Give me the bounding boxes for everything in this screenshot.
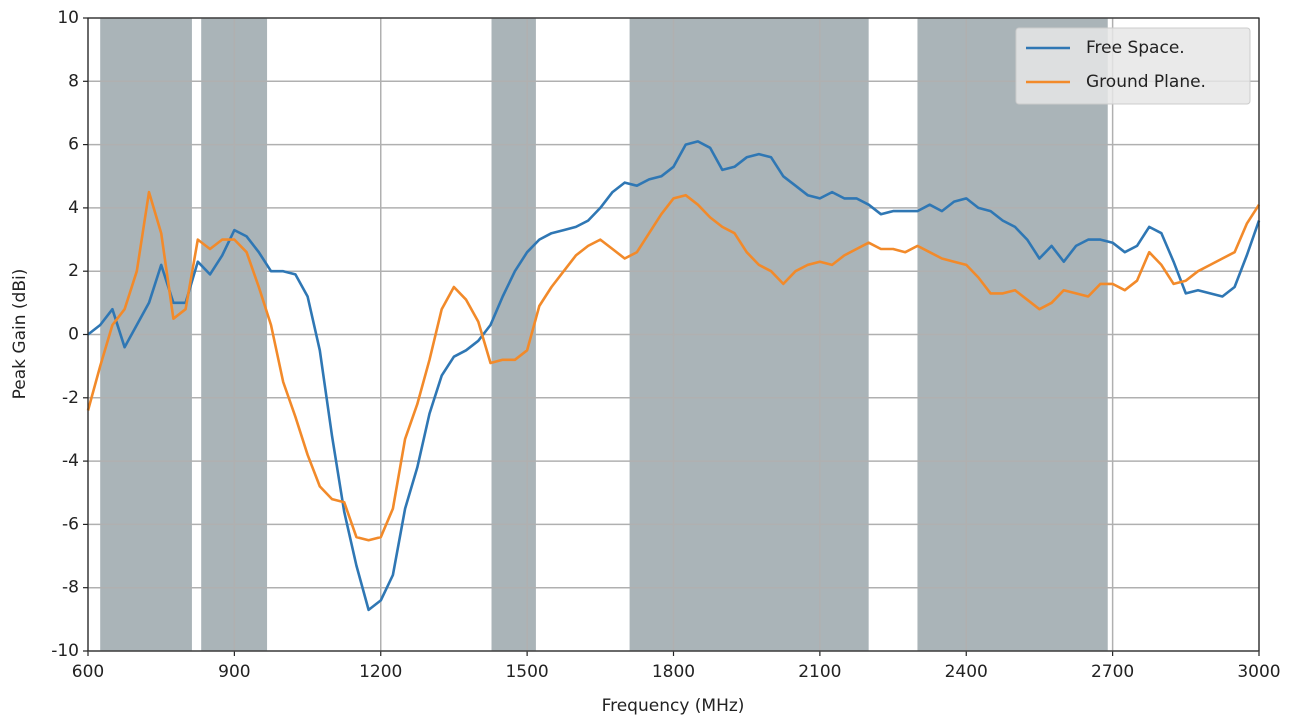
x-tick-label: 3000: [1237, 662, 1280, 682]
y-tick-label: -4: [62, 451, 79, 471]
y-tick-label: -2: [62, 388, 79, 408]
y-tick-label: 10: [57, 8, 79, 28]
legend-label: Free Space.: [1086, 38, 1185, 58]
x-tick-label: 1500: [505, 662, 548, 682]
y-tick-label: 2: [68, 261, 79, 281]
y-tick-label: 0: [68, 325, 79, 345]
legend: Free Space. Ground Plane.: [1015, 27, 1251, 105]
y-tick-label: -8: [62, 578, 79, 598]
x-tick-label: 1200: [359, 662, 402, 682]
x-tick-label: 2100: [798, 662, 841, 682]
y-tick-label: -6: [62, 514, 79, 534]
y-tick-label: 4: [68, 198, 79, 218]
y-tick-label: 8: [68, 71, 79, 91]
x-tick-label: 2700: [1091, 662, 1134, 682]
series-line: [86, 190, 1261, 542]
legend-label: Ground Plane.: [1086, 72, 1206, 92]
legend-box: [1015, 27, 1251, 105]
series-line: [87, 140, 1261, 612]
x-axis-label: Frequency (MHz): [602, 696, 745, 716]
y-tick-label: -10: [51, 641, 79, 661]
x-tick-label: 2400: [945, 662, 988, 682]
x-tick-label: 1800: [652, 662, 695, 682]
y-axis-label: Peak Gain (dBi): [10, 269, 30, 400]
x-tick-label: 900: [218, 662, 250, 682]
y-tick-label: 6: [68, 135, 79, 155]
x-tick-label: 600: [72, 662, 104, 682]
plot-frame: [87, 17, 1260, 652]
